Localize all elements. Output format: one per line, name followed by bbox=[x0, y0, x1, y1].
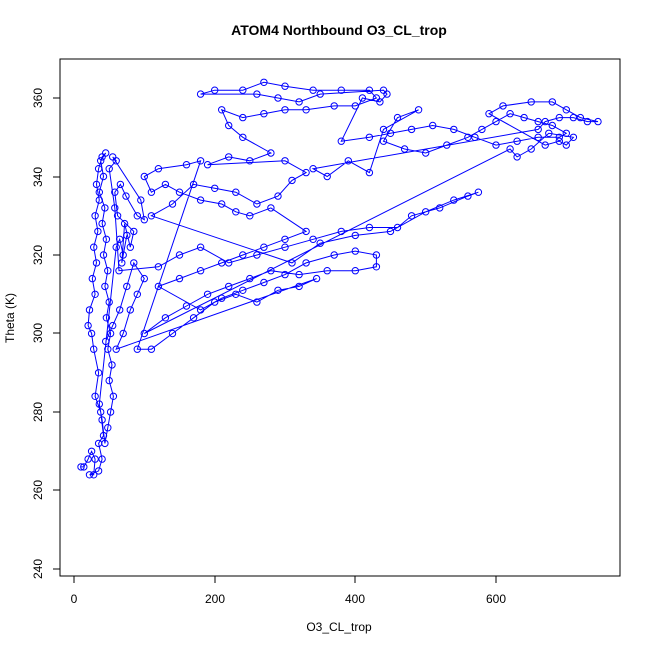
y-tick-label: 240 bbox=[31, 559, 45, 579]
y-tick-label: 360 bbox=[31, 88, 45, 108]
y-tick-label: 340 bbox=[31, 167, 45, 187]
y-tick-label: 260 bbox=[31, 480, 45, 500]
x-axis-label: O3_CL_trop bbox=[306, 620, 372, 634]
y-tick-label: 280 bbox=[31, 402, 45, 422]
x-tick-label: 0 bbox=[71, 592, 78, 606]
chart-title: ATOM4 Northbound O3_CL_trop bbox=[231, 22, 447, 38]
y-axis: 240 260 280 300 320 340 360 bbox=[31, 88, 60, 579]
plot-frame bbox=[60, 59, 620, 576]
data-layer bbox=[78, 79, 601, 478]
y-axis-label: Theta (K) bbox=[3, 293, 17, 343]
y-tick-label: 300 bbox=[31, 323, 45, 343]
x-tick-label: 600 bbox=[486, 592, 506, 606]
x-tick-label: 400 bbox=[345, 592, 365, 606]
y-tick-label: 320 bbox=[31, 245, 45, 265]
x-axis: 0 200 400 600 bbox=[71, 576, 507, 606]
x-tick-label: 200 bbox=[205, 592, 225, 606]
